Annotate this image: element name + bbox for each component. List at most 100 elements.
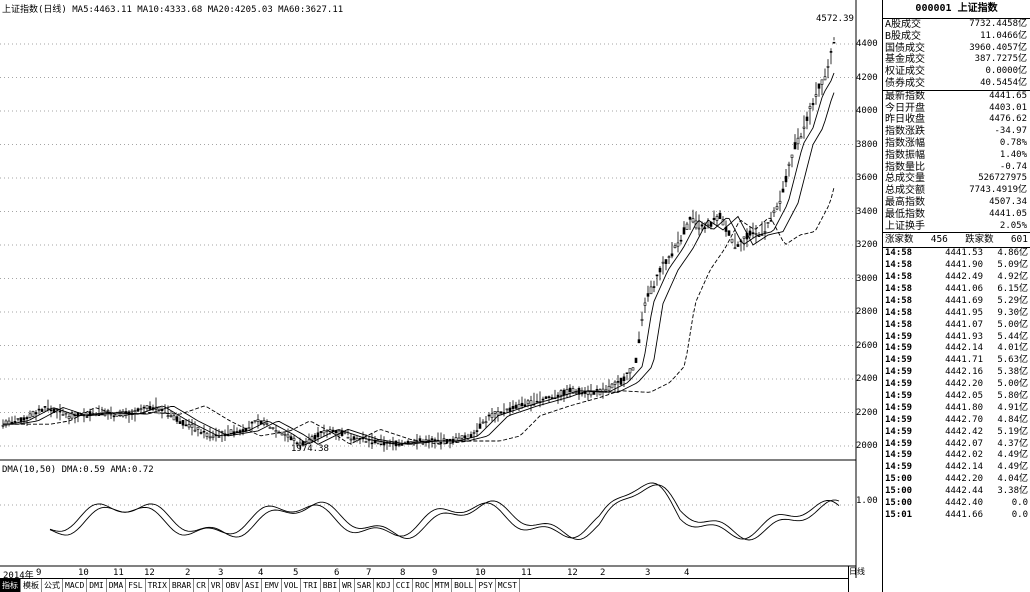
candle-body <box>490 413 494 418</box>
x-tick: 12 <box>567 568 578 578</box>
candle-body <box>787 163 791 166</box>
candle-body <box>772 210 776 214</box>
tab-15[interactable]: VOL <box>282 579 302 592</box>
candle-body <box>208 436 212 439</box>
tab-3[interactable]: 公式 <box>42 579 63 592</box>
tab-1[interactable]: 指标 <box>0 579 21 592</box>
ama-line <box>49 482 840 540</box>
stat-value: 0.0000亿 <box>985 66 1027 77</box>
main-legend: 上证指数(日线) MA5:4463.11 MA10:4333.68 MA20:4… <box>2 5 344 15</box>
tab-18[interactable]: WR <box>340 579 355 592</box>
tab-13[interactable]: ASI <box>243 579 263 592</box>
candle-body <box>376 439 380 444</box>
candle-body <box>700 224 704 227</box>
tab-24[interactable]: BOLL <box>452 579 477 592</box>
tick-time: 15:00 <box>885 474 913 485</box>
tick-price: 4442.20 <box>945 379 983 390</box>
tab-23[interactable]: MTM <box>433 579 453 592</box>
candle-body <box>505 408 509 411</box>
tick-time: 14:58 <box>885 284 913 295</box>
y-tick: 3200 <box>856 240 878 250</box>
tick-amount: 4.01亿 <box>997 343 1028 354</box>
tab-26[interactable]: MCST <box>496 579 521 592</box>
tick-time: 14:59 <box>885 450 913 461</box>
quote-value: 4441.65 <box>989 90 1027 101</box>
chart-area[interactable]: 上证指数(日线) MA5:4463.11 MA10:4333.68 MA20:4… <box>0 0 882 592</box>
quote-value: 7743.4919亿 <box>969 185 1027 196</box>
candle-body <box>673 245 677 248</box>
tab-19[interactable]: SAR <box>355 579 375 592</box>
candle-body <box>148 406 152 410</box>
period-tab[interactable]: 日线 <box>848 566 882 592</box>
tab-9[interactable]: BRAR <box>170 579 195 592</box>
tick-list[interactable]: 14:58 4441.53 4.86亿 14:58 4441.90 5.09亿 14:58 4… <box>883 248 1030 521</box>
tab-12[interactable]: OBV <box>223 579 243 592</box>
quote-row: 指数涨幅 0.78% <box>883 138 1030 150</box>
tab-4[interactable]: MACD <box>63 579 88 592</box>
tab-7[interactable]: FSL <box>126 579 146 592</box>
candle-body <box>352 436 356 440</box>
tick-amount: 4.86亿 <box>997 248 1028 259</box>
quote-row: 指数量比 -0.74 <box>883 162 1030 174</box>
tab-10[interactable]: CR <box>194 579 209 592</box>
kline-chart[interactable] <box>0 0 882 592</box>
tab-21[interactable]: CCI <box>394 579 414 592</box>
quote-label: 指数涨幅 <box>885 137 925 149</box>
candle-body <box>136 408 140 412</box>
tick-price: 4442.49 <box>945 272 983 283</box>
tick-amount: 4.37亿 <box>997 438 1028 449</box>
y-tick: 2600 <box>856 340 878 351</box>
candle-body <box>493 411 497 414</box>
candle-body <box>112 415 116 418</box>
tick-price: 4441.06 <box>945 284 983 295</box>
candle-body <box>460 435 464 439</box>
tick-amount: 5.44亿 <box>997 331 1028 342</box>
tab-5[interactable]: DMI <box>87 579 107 592</box>
tick-time: 15:00 <box>885 498 913 509</box>
tab-6[interactable]: DMA <box>107 579 127 592</box>
quote-row: 最高指数 4507.34 <box>883 197 1030 209</box>
tab-14[interactable]: EMV <box>262 579 282 592</box>
candle-body <box>70 412 74 419</box>
tab-16[interactable]: TRI <box>301 579 321 592</box>
candle-body <box>637 339 641 344</box>
stat-value: 7732.4458亿 <box>969 19 1027 29</box>
tick-row: 15:01 4441.66 0.0 <box>883 510 1030 522</box>
tick-time: 14:58 <box>885 319 913 330</box>
candle-body <box>796 137 800 145</box>
candle-body <box>178 421 182 424</box>
y-tick: 4000 <box>856 106 878 116</box>
tick-price: 4441.07 <box>945 319 983 330</box>
tab-11[interactable]: VR <box>209 579 224 592</box>
x-tick: 9 <box>36 568 42 578</box>
candle-body <box>793 142 797 150</box>
candle-body <box>757 235 761 237</box>
quote-label: 最新指数 <box>885 90 925 102</box>
candle-body <box>475 430 479 432</box>
tab-22[interactable]: ROC <box>413 579 433 592</box>
tab-8[interactable]: TRIX <box>146 579 170 592</box>
candle-body <box>34 412 38 415</box>
candle-body <box>610 383 614 389</box>
candle-body <box>307 439 311 443</box>
candle-body <box>808 106 812 110</box>
candle-body <box>268 426 272 429</box>
tab-20[interactable]: KDJ <box>374 579 394 592</box>
stat-label: 国债成交 <box>885 42 925 54</box>
tab-2[interactable]: 模板 <box>21 579 42 592</box>
candle-body <box>274 430 278 433</box>
tick-amount: 4.49亿 <box>997 450 1028 461</box>
tick-price: 4441.69 <box>945 295 983 306</box>
candle-body <box>634 357 638 363</box>
candle-body <box>181 419 185 426</box>
tab-25[interactable]: PSY <box>476 579 496 592</box>
tab-17[interactable]: BBI <box>321 579 341 592</box>
candle-body <box>46 408 50 410</box>
candle-body <box>571 388 575 394</box>
candle-body <box>193 429 197 432</box>
candle-body <box>4 420 8 427</box>
candle-body <box>631 367 635 371</box>
tick-price: 4442.05 <box>945 391 983 402</box>
candle-body <box>628 368 632 374</box>
candle-body <box>640 318 644 321</box>
